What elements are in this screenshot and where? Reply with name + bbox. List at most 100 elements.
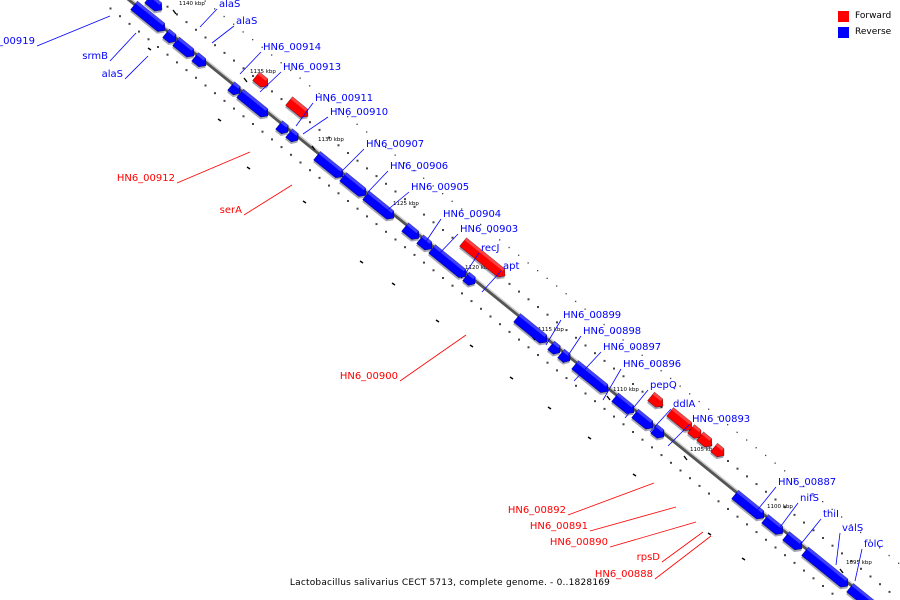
spacing-dot xyxy=(271,90,273,93)
gene-highlight xyxy=(787,531,802,544)
spacing-dot xyxy=(736,431,738,433)
gene-alaS[interactable] xyxy=(161,28,180,48)
gene-arrow xyxy=(428,244,467,278)
label-leader xyxy=(199,8,218,28)
spacing-dot xyxy=(347,115,349,118)
spacing-dot xyxy=(774,498,777,501)
gene-HN6_00891[interactable] xyxy=(665,407,696,437)
gene-HN6_00890[interactable] xyxy=(686,424,705,444)
lane-dash xyxy=(547,406,552,410)
spacing-dot xyxy=(613,415,615,418)
spacing-dot xyxy=(708,492,710,495)
label-leader xyxy=(562,335,582,364)
gene-highlight xyxy=(766,514,783,529)
spacing-dot xyxy=(337,144,340,147)
gene-thiI[interactable] xyxy=(781,531,806,556)
gene-label: serA xyxy=(220,205,242,216)
gene-HN6_00904[interactable] xyxy=(400,222,423,245)
gene-valS[interactable] xyxy=(800,546,852,593)
spacing-dot xyxy=(233,107,235,110)
gene-HN6_00887[interactable] xyxy=(730,489,768,524)
gene-HN6_00888[interactable] xyxy=(709,442,728,462)
gene-HN6_00910[interactable] xyxy=(284,128,302,147)
gene-label: valS xyxy=(842,523,863,534)
spacing-dot xyxy=(888,590,891,593)
gene-HN6_00899[interactable] xyxy=(512,313,551,349)
spacing-dot xyxy=(157,45,159,48)
label-leader xyxy=(124,55,149,80)
gene-label: alaS xyxy=(236,16,257,27)
spacing-dot xyxy=(337,108,339,110)
spacing-dot xyxy=(879,547,881,549)
spacing-dot xyxy=(537,353,539,356)
spacing-dot xyxy=(223,51,226,54)
spacing-dot xyxy=(195,76,197,79)
spacing-dot xyxy=(147,38,150,41)
gene-HN6_00896[interactable] xyxy=(570,360,612,398)
gene-HN6_00914[interactable] xyxy=(226,81,244,100)
gene-serA[interactable] xyxy=(284,96,312,123)
gene-rpsD[interactable] xyxy=(695,431,716,452)
spacing-dot xyxy=(575,300,577,303)
gene-pepQ[interactable] xyxy=(610,392,638,419)
gene-alaS[interactable] xyxy=(171,36,198,62)
gene-arrow xyxy=(162,28,177,43)
gene-HN6_00907[interactable] xyxy=(312,151,347,183)
tick-label: 1115 kbp xyxy=(538,327,564,333)
label-leader xyxy=(854,548,863,582)
gene-HN6_00906[interactable] xyxy=(338,172,370,201)
gene-HN6_00893[interactable] xyxy=(649,424,668,444)
gene-highlight xyxy=(701,431,712,441)
tick-mark xyxy=(683,455,688,461)
gene-highlight xyxy=(552,341,561,349)
gene-label: recJ xyxy=(481,243,500,254)
spacing-dot xyxy=(404,246,406,249)
gene-ddlA[interactable] xyxy=(630,408,657,434)
gene-HN6_00892[interactable] xyxy=(646,391,667,412)
gene-nifS[interactable] xyxy=(760,514,787,540)
spacing-dot xyxy=(632,346,634,349)
label-leader xyxy=(661,531,704,563)
gene-label: thiI xyxy=(823,509,839,520)
gene-folC[interactable] xyxy=(845,583,879,600)
gene-arrow xyxy=(801,546,849,588)
gene-HN6_00898[interactable] xyxy=(546,340,564,359)
gene-highlight xyxy=(149,0,162,5)
label-leader xyxy=(654,535,712,580)
gene-HN6_00903[interactable] xyxy=(415,234,436,255)
gene-HN6_00905[interactable] xyxy=(361,190,398,224)
lane-dash xyxy=(707,532,712,536)
label-leader xyxy=(259,71,282,93)
spacing-dot xyxy=(869,539,871,541)
spacing-dot xyxy=(784,554,786,557)
label-leader xyxy=(109,32,137,62)
spacing-dot xyxy=(622,339,624,341)
spacing-dot xyxy=(280,146,283,149)
gene-HN6_00912[interactable] xyxy=(251,71,272,92)
forward-swatch xyxy=(838,10,849,22)
spacing-dot xyxy=(423,261,425,264)
spacing-dot xyxy=(689,393,691,395)
label-leader xyxy=(295,102,314,127)
spacing-dot xyxy=(527,298,530,301)
spacing-dot xyxy=(736,515,739,518)
gene-alaS[interactable] xyxy=(190,52,210,73)
spacing-dot xyxy=(765,538,767,541)
gene-HN6_00919[interactable] xyxy=(129,0,169,37)
spacing-dot xyxy=(831,544,834,547)
gene-arrow xyxy=(275,120,289,135)
gene-arrow xyxy=(459,237,506,278)
gene-HN6_00913[interactable] xyxy=(235,88,272,122)
lane-dash xyxy=(246,166,251,170)
label-leader xyxy=(589,506,677,532)
gene-label: alaS xyxy=(219,0,240,10)
tick-label: 1105 kbp xyxy=(690,447,716,453)
gene-HN6_00911[interactable] xyxy=(274,120,292,139)
gene-HN6_00900[interactable] xyxy=(458,237,509,283)
spacing-dot xyxy=(546,277,548,279)
gene-srmB[interactable] xyxy=(143,0,166,16)
gene-apt[interactable] xyxy=(461,271,479,290)
spacing-dot xyxy=(717,500,720,503)
spacing-dot xyxy=(375,175,378,178)
tick-mark xyxy=(839,568,844,574)
